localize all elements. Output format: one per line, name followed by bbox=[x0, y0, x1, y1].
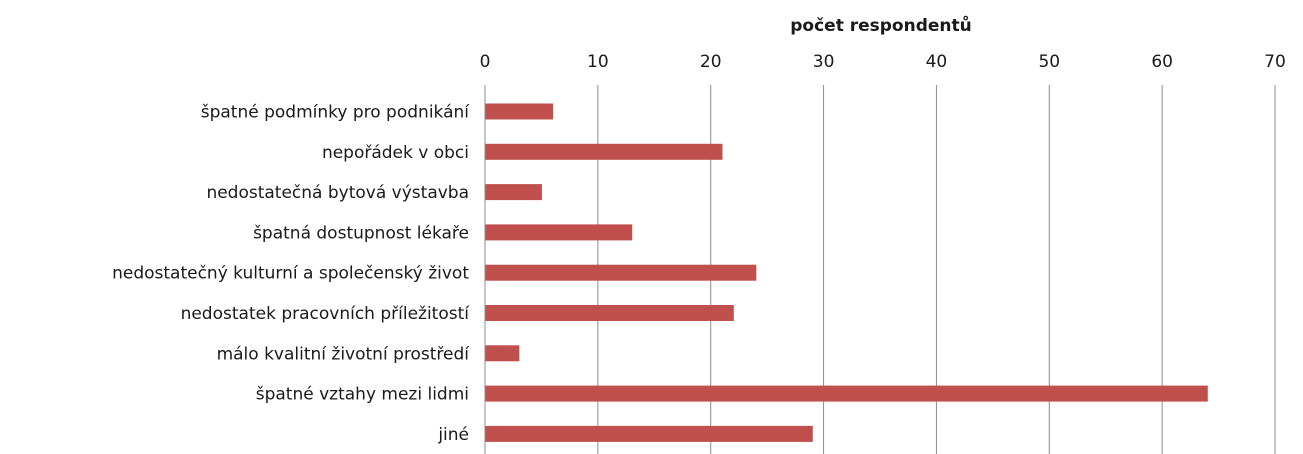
category-label: nepořádek v obci bbox=[322, 143, 469, 163]
x-tick-label: 0 bbox=[480, 52, 491, 72]
x-tick-label: 60 bbox=[1151, 52, 1173, 72]
x-tick-label: 70 bbox=[1264, 52, 1286, 72]
category-label: špatné vztahy mezi lidmi bbox=[256, 385, 469, 405]
bar bbox=[485, 425, 813, 442]
bar bbox=[485, 264, 757, 281]
bar bbox=[485, 345, 520, 362]
bar bbox=[485, 103, 554, 120]
x-tick-label: 10 bbox=[587, 52, 609, 72]
x-axis-title: počet respondentů bbox=[790, 14, 972, 36]
bars bbox=[485, 103, 1208, 442]
x-tick-label: 50 bbox=[1038, 52, 1060, 72]
bar bbox=[485, 224, 633, 241]
category-label: špatná dostupnost lékaře bbox=[253, 223, 469, 243]
bar bbox=[485, 385, 1208, 402]
category-label: nedostatek pracovních příležitostí bbox=[181, 304, 471, 324]
x-tick-label: 30 bbox=[813, 52, 835, 72]
x-axis-ticks: 0 10 20 30 40 50 60 70 bbox=[480, 52, 1286, 72]
category-label: nedostatečný kulturní a společenský živo… bbox=[112, 264, 469, 284]
category-label: nedostatečná bytová výstavba bbox=[206, 183, 469, 203]
x-tick-label: 20 bbox=[700, 52, 722, 72]
bar bbox=[485, 143, 723, 160]
category-label: špatné podmínky pro podnikání bbox=[201, 103, 471, 123]
x-tick-label: 40 bbox=[926, 52, 948, 72]
bar bbox=[485, 305, 734, 321]
category-label: jiné bbox=[437, 425, 469, 445]
category-label: málo kvalitní životní prostředí bbox=[217, 344, 471, 364]
category-labels: špatné podmínky pro podnikání nepořádek v… bbox=[112, 103, 470, 445]
bar bbox=[485, 184, 542, 201]
